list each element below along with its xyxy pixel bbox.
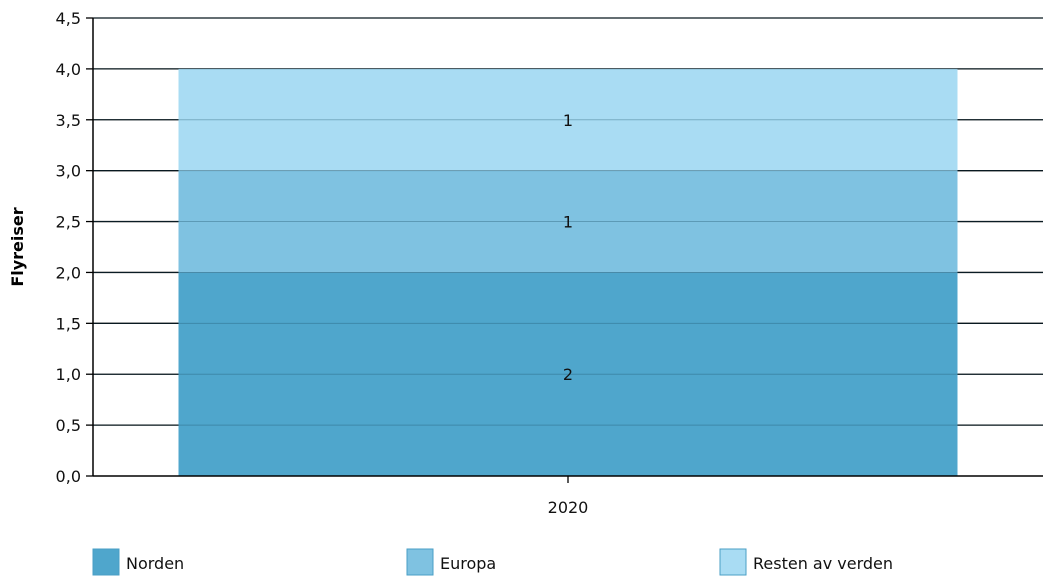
- axis-layer: [86, 17, 1043, 483]
- legend-item: Europa: [406, 548, 496, 576]
- legend-swatch: [719, 548, 747, 576]
- data-label: 1: [563, 213, 573, 232]
- y-tick-label: 2,5: [56, 213, 81, 232]
- y-tick-label: 0,0: [56, 467, 81, 486]
- y-axis-title: Flyreiser: [8, 207, 27, 286]
- legend-label: Europa: [440, 554, 496, 573]
- label-layer: 0,0 0,5 1,0 1,5 2,0 2,5 3,0 3,5 4,0 4,5 2 1 1 2020: [56, 9, 589, 517]
- data-label: 1: [563, 111, 573, 130]
- bar-layer: [178, 68, 958, 476]
- legend-item: Norden: [92, 548, 184, 576]
- legend-label: Norden: [126, 554, 184, 573]
- data-label: 2: [563, 365, 573, 384]
- y-tick-label: 4,0: [56, 60, 81, 79]
- bar-norden: [178, 272, 958, 476]
- y-tick-label: 1,0: [56, 365, 81, 384]
- y-tick-label: 3,5: [56, 111, 81, 130]
- legend-swatch: [406, 548, 434, 576]
- x-tick-label: 2020: [548, 498, 589, 517]
- y-tick-label: 1,5: [56, 314, 81, 333]
- bar-resten-av-verden: [178, 68, 958, 171]
- legend-swatch: [92, 548, 120, 576]
- y-tick-label: 3,0: [56, 162, 81, 181]
- y-tick-label: 4,5: [56, 9, 81, 28]
- bar-europa: [178, 170, 958, 273]
- legend-item: Resten av verden: [719, 548, 893, 576]
- legend: Norden Europa Resten av verden: [92, 548, 893, 576]
- y-tick-label: 0,5: [56, 416, 81, 435]
- gridline-over-layer: [93, 17, 1043, 426]
- y-tick-label: 2,0: [56, 263, 81, 282]
- legend-label: Resten av verden: [753, 554, 893, 573]
